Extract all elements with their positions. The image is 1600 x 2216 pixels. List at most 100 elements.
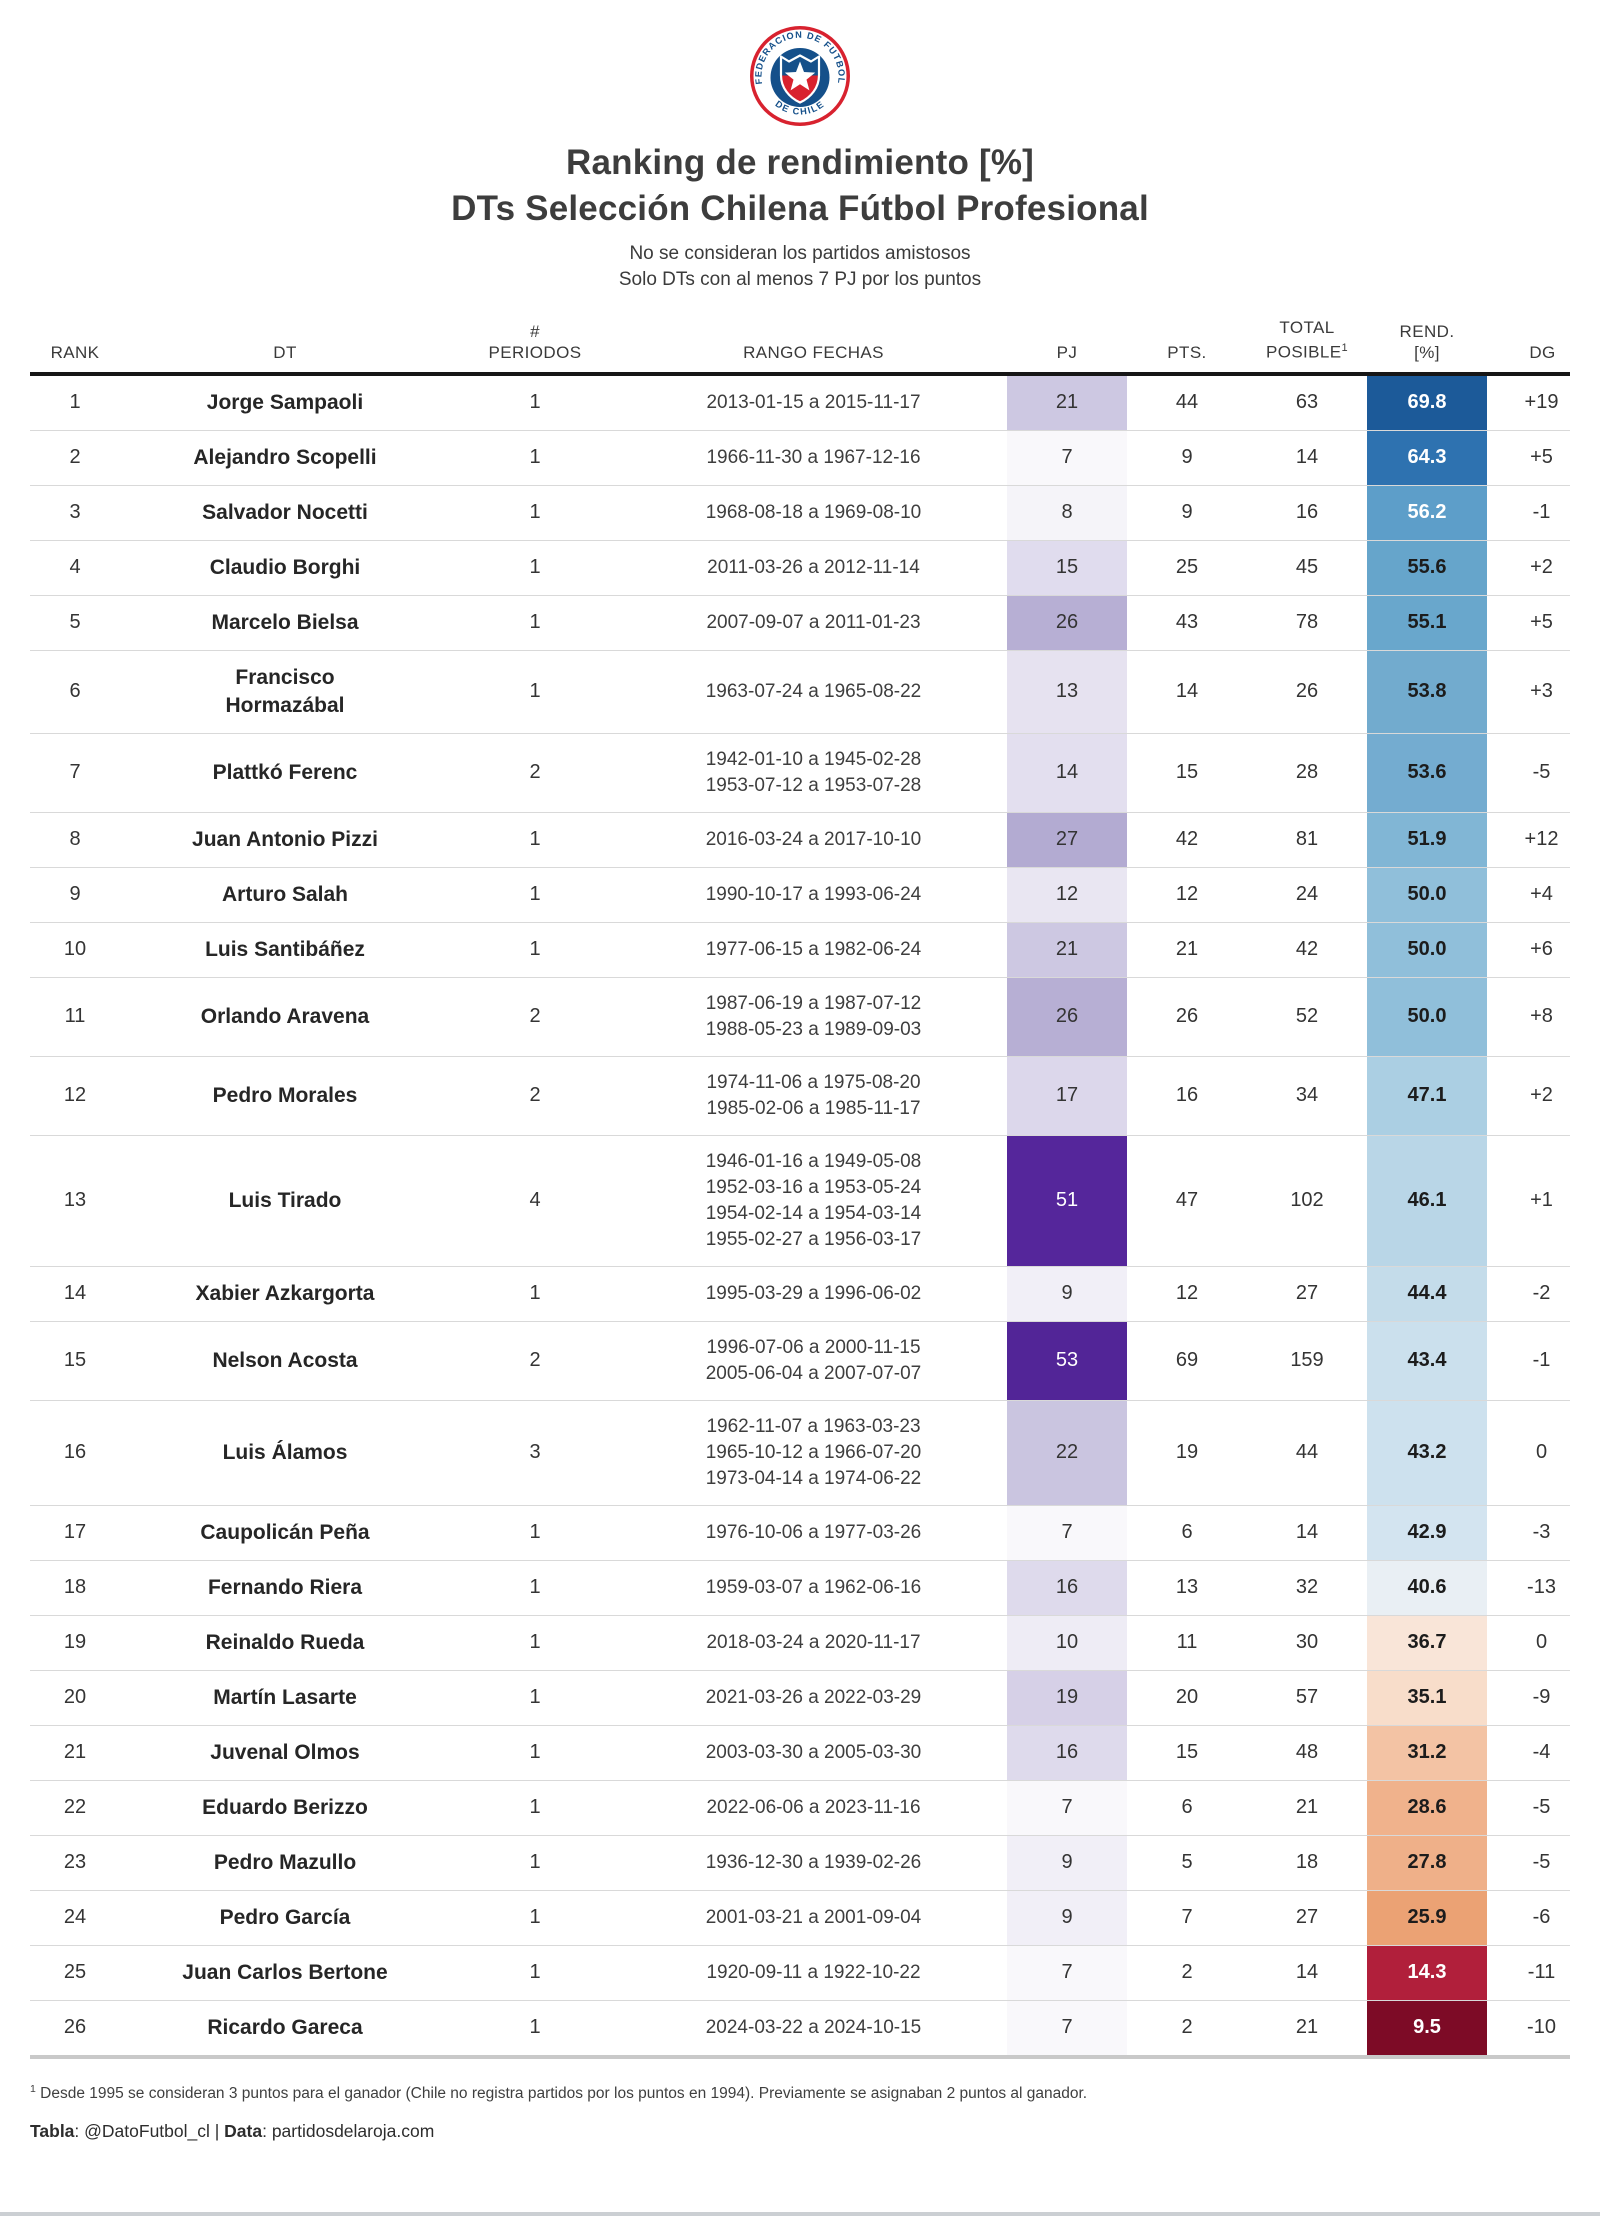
cell-dg: -9 xyxy=(1487,1669,1570,1726)
cell-rank: 11 xyxy=(30,976,120,1057)
cell-pj: 19 xyxy=(1007,1669,1127,1726)
cell-fechas: 1963-07-24 a 1965-08-22 xyxy=(620,649,1007,734)
cell-total: 21 xyxy=(1247,1999,1367,2059)
cell-dt: Pedro García xyxy=(120,1889,450,1946)
table-row-rank-3: 3 Salvador Nocetti 1 1968-08-18 a 1969-08-1… xyxy=(30,484,1570,541)
column-header-total: TOTAL POSIBLE1 xyxy=(1247,317,1367,376)
cell-periodos: 1 xyxy=(450,1999,620,2059)
cell-periodos: 1 xyxy=(450,811,620,868)
cell-fechas: 1942-01-10 a 1945-02-28 1953-07-12 a 195… xyxy=(620,732,1007,813)
cell-fechas: 1959-03-07 a 1962-06-16 xyxy=(620,1559,1007,1616)
column-header-fechas: RANGO FECHAS xyxy=(620,317,1007,376)
cell-dt: Claudio Borghi xyxy=(120,539,450,596)
cell-fechas: 2016-03-24 a 2017-10-10 xyxy=(620,811,1007,868)
cell-pts: 44 xyxy=(1175,391,1199,414)
cell-dt: Martín Lasarte xyxy=(120,1669,450,1726)
table-row-rank-7: 7 Plattkó Ferenc 2 1942-01-10 a 1945-02-28 … xyxy=(30,732,1570,813)
cell-rend: 51.9 xyxy=(1367,811,1487,868)
cell-periodos: 1 xyxy=(529,391,541,414)
cell-pts: 26 xyxy=(1127,976,1247,1057)
page-subtitle: No se consideran los partidos amistosos S… xyxy=(0,241,1600,293)
cell-pj: 17 xyxy=(1007,1055,1127,1136)
cell-pj: 15 xyxy=(1007,539,1127,596)
cell-pts: 20 xyxy=(1127,1669,1247,1726)
cell-total: 32 xyxy=(1247,1559,1367,1616)
table-row-rank-13: 13 Luis Tirado 4 1946-01-16 a 1949-05-08 19… xyxy=(30,1134,1570,1267)
table-row-rank-20: 20 Martín Lasarte 1 2021-03-26 a 2022-03-29… xyxy=(30,1669,1570,1726)
column-header-rend: REND. [%] xyxy=(1367,317,1487,376)
cell-fechas: 1990-10-17 a 1993-06-24 xyxy=(620,866,1007,923)
cell-dt: Francisco Hormazábal xyxy=(120,649,450,734)
cell-rend: 55.6 xyxy=(1367,539,1487,596)
cell-rend: 44.4 xyxy=(1367,1265,1487,1322)
cell-fechas: 1987-06-19 a 1987-07-12 1988-05-23 a 198… xyxy=(620,976,1007,1057)
table-row-rank-11: 11 Orlando Aravena 2 1987-06-19 a 1987-07-1… xyxy=(30,976,1570,1057)
cell-rank: 9 xyxy=(30,866,120,923)
column-header-periodos: # PERIODOS xyxy=(450,317,620,376)
cell-rank: 22 xyxy=(30,1779,120,1836)
cell-periodos: 1 xyxy=(450,1504,620,1561)
cell-dt: Juan Carlos Bertone xyxy=(120,1944,450,2001)
cell-fechas: 1977-06-15 a 1982-06-24 xyxy=(620,921,1007,978)
footnote: 1 Desde 1995 se consideran 3 puntos para… xyxy=(30,2079,1600,2104)
cell-pj: 9 xyxy=(1007,1834,1127,1891)
cell-pj: 9 xyxy=(1007,1265,1127,1322)
table-row-rank-15: 15 Nelson Acosta 2 1996-07-06 a 2000-11-15 … xyxy=(30,1320,1570,1401)
cell-total: 28 xyxy=(1247,732,1367,813)
cell-fechas: 1936-12-30 a 1939-02-26 xyxy=(620,1834,1007,1891)
cell-periodos: 1 xyxy=(450,1559,620,1616)
cell-pts: 9 xyxy=(1127,484,1247,541)
cell-rank: 18 xyxy=(30,1559,120,1616)
cell-pj: 12 xyxy=(1007,866,1127,923)
cell-fechas: 1995-03-29 a 1996-06-02 xyxy=(620,1265,1007,1322)
shield-crest xyxy=(770,48,830,107)
cell-fechas: 2007-09-07 a 2011-01-23 xyxy=(620,594,1007,651)
cell-periodos: 1 xyxy=(450,1834,620,1891)
logo-wrap: FEDERACION DE FUTBOL · DE CHILE · xyxy=(0,0,1600,128)
credit-tabla-value: : @DatoFutbol_cl | xyxy=(74,2120,225,2141)
table-row-rank-10: 10 Luis Santibáñez 1 1977-06-15 a 1982-06-2… xyxy=(30,921,1570,978)
column-header-pts: PTS. xyxy=(1127,317,1247,376)
cell-rend: 53.8 xyxy=(1367,649,1487,734)
cell-dt: Eduardo Berizzo xyxy=(120,1779,450,1836)
cell-dg: +5 xyxy=(1487,594,1570,651)
cell-dt: Jorge Sampaoli xyxy=(206,390,364,414)
column-header-rank: RANK xyxy=(30,317,120,376)
cell-periodos: 2 xyxy=(450,1320,620,1401)
cell-total: 24 xyxy=(1247,866,1367,923)
cell-pj: 10 xyxy=(1007,1614,1127,1671)
cell-periodos: 2 xyxy=(450,1055,620,1136)
cell-total: 26 xyxy=(1247,649,1367,734)
cell-rank: 4 xyxy=(30,539,120,596)
cell-rend: 46.1 xyxy=(1367,1134,1487,1267)
table-row-rank-25: 25 Juan Carlos Bertone 1 1920-09-11 a 1922-… xyxy=(30,1944,1570,2001)
cell-dg: -4 xyxy=(1487,1724,1570,1781)
cell-pts: 14 xyxy=(1127,649,1247,734)
cell-periodos: 1 xyxy=(450,921,620,978)
cell-dg: -13 xyxy=(1487,1559,1570,1616)
cell-periodos: 4 xyxy=(450,1134,620,1267)
cell-total: 18 xyxy=(1247,1834,1367,1891)
cell-dg: -2 xyxy=(1487,1265,1570,1322)
credit-data-label: Data xyxy=(224,2120,263,2141)
cell-pts: 42 xyxy=(1127,811,1247,868)
cell-total: 16 xyxy=(1247,484,1367,541)
cell-pts: 2 xyxy=(1127,1999,1247,2059)
table-row-rank-5: 5 Marcelo Bielsa 1 2007-09-07 a 2011-01-23 2… xyxy=(30,594,1570,651)
cell-total: 21 xyxy=(1247,1779,1367,1836)
column-header-dt: DT xyxy=(120,317,450,376)
cell-dt: Luis Álamos xyxy=(120,1399,450,1506)
cell-pts: 47 xyxy=(1127,1134,1247,1267)
cell-dg: +12 xyxy=(1487,811,1570,868)
cell-pj: 8 xyxy=(1007,484,1127,541)
cell-rend: 40.6 xyxy=(1367,1559,1487,1616)
cell-pj: 7 xyxy=(1007,1779,1127,1836)
credit-line: Tabla: @DatoFutbol_cl | Data: partidosde… xyxy=(30,2121,1600,2142)
cell-pj: 27 xyxy=(1007,811,1127,868)
cell-periodos: 1 xyxy=(450,594,620,651)
cell-dt: Pedro Mazullo xyxy=(120,1834,450,1891)
cell-rank: 15 xyxy=(30,1320,120,1401)
cell-total: 102 xyxy=(1247,1134,1367,1267)
cell-pts: 19 xyxy=(1127,1399,1247,1506)
cell-dt: Juvenal Olmos xyxy=(120,1724,450,1781)
